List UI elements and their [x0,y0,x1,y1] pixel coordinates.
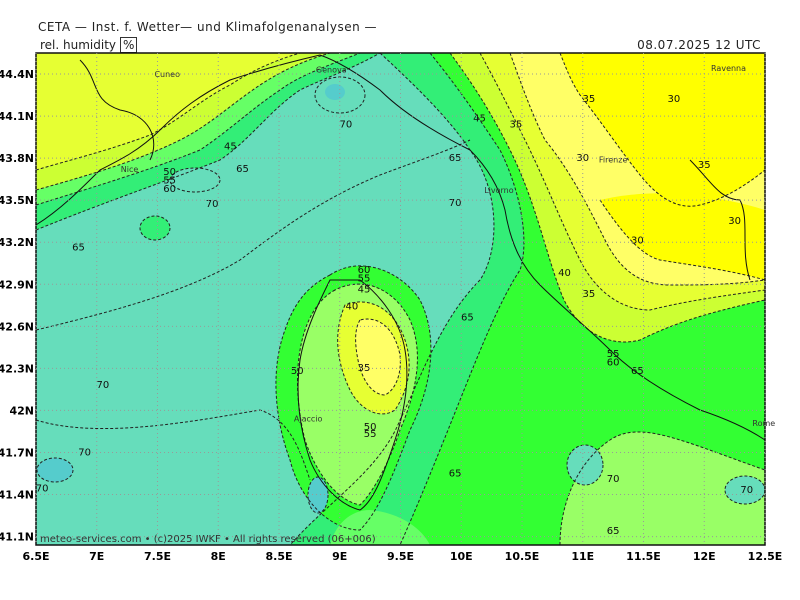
contour-label: 35 [510,119,523,130]
contour-label: 65 [449,153,462,164]
valid-time: 08.07.2025 12 UTC [637,38,761,52]
parameter-label: rel. humidity% [40,37,138,53]
axis-ticks: 6.5E 7E 7.5E 8E 8.5E 9E 9.5E 10E 10.5E 11E 11.5E 12… [0,53,782,563]
lat-tick-label: 43.8N [0,152,34,165]
lon-tick-label: 7.5E [144,550,171,563]
lon-tick-label: 8E [211,550,226,563]
lat-tick-label: 42N [9,404,34,417]
lon-tick-label: 10E [450,550,473,563]
contour-label: 30 [631,236,644,247]
pocket-70-far-se [725,476,765,504]
zone-40-north [36,53,300,170]
pocket-65-w [140,216,170,240]
map-title: CETA — Inst. f. Wetter— und Klimafolgena… [38,20,378,34]
contour-label: 60 [163,184,176,195]
city-label: Genova [316,66,347,75]
contour-label: 70 [449,198,462,209]
lon-tick-label: 9.5E [387,550,414,563]
contour-label: 30 [576,153,589,164]
lat-tick-label: 44.4N [0,68,34,81]
lat-tick-label: 41.4N [0,489,34,502]
contour-label: 55 [364,429,377,440]
contour-label: 55 [607,349,620,360]
contour-label: 50 [163,167,176,178]
lat-tick-label: 41.1N [0,531,34,544]
contour-label: 65 [449,468,462,479]
lon-tick-label: 12E [693,550,716,563]
lon-tick-label: 12.5E [748,550,783,563]
contour-label: 40 [346,302,359,313]
contour-label: 65 [72,243,85,254]
contour-label: 45 [358,285,371,296]
contour-label: 60 [358,265,371,276]
unit-box: % [120,37,138,53]
lat-tick-label: 43.2N [0,236,34,249]
footer-credit: meteo-services.com • (c)2025 IWKF • All … [40,534,376,545]
lon-tick-label: 11.5E [626,550,661,563]
lat-tick-label: 42.9N [0,278,34,291]
contour-label: 70 [206,199,219,210]
zone-30-south [600,193,765,280]
lon-tick-label: 7E [89,550,104,563]
lon-tick-label: 11E [571,550,594,563]
contour-label: 40 [558,268,571,279]
city-label: Ravenna [711,64,746,73]
contour-label: 55 [358,273,371,284]
pocket-75-sw [308,477,328,513]
contour-label: 70 [96,380,109,391]
contour-label: 70 [339,119,352,130]
contour-label: 65 [236,164,249,175]
contour-label: 30 [668,94,681,105]
zone-35-corsica [355,319,401,395]
city-label: Rome [752,419,775,428]
lat-tick-label: 41.7N [0,446,34,459]
city-label: Firenze [599,155,628,164]
contour-label: 50 [291,366,304,377]
contour-label: 70 [607,474,620,485]
lat-tick-label: 43.5N [0,194,34,207]
lat-tick-label: 42.6N [0,320,34,333]
city-label: Cuneo [154,70,180,79]
city-labels: Cuneo Genova Ravenna Nice Firenze Livorno Ajac… [121,64,775,428]
contour-label: 35 [582,94,595,105]
zone-30-inland [560,53,765,207]
contour-label: 45 [224,142,237,153]
lat-tick-label: 42.3N [0,362,34,375]
pocket-75-nw [325,84,345,100]
contour-label: 65 [461,313,474,324]
contour-label: 30 [728,216,741,227]
contour-label: 35 [582,289,595,300]
contour-label: 60 [607,358,620,369]
header-row: rel. humidity% 08.07.2025 12 UTC [36,37,765,53]
contour-label: 70 [36,484,49,495]
contour-label: 65 [631,366,644,377]
city-label: Livorno [484,186,514,195]
lon-tick-label: 10.5E [505,550,540,563]
contour-label: 45 [473,114,486,125]
lon-tick-label: 9E [332,550,347,563]
contour-label: 50 [364,422,377,433]
lat-tick-label: 44.1N [0,110,34,123]
pocket-75-far-sw [37,458,73,482]
lon-tick-label: 8.5E [265,550,292,563]
lon-tick-label: 6.5E [22,550,49,563]
city-label: Nice [121,165,139,174]
contour-label: 70 [740,485,753,496]
contour-label: 55 [163,175,176,186]
contour-label: 65 [607,526,620,537]
city-label: Ajaccio [294,415,323,424]
